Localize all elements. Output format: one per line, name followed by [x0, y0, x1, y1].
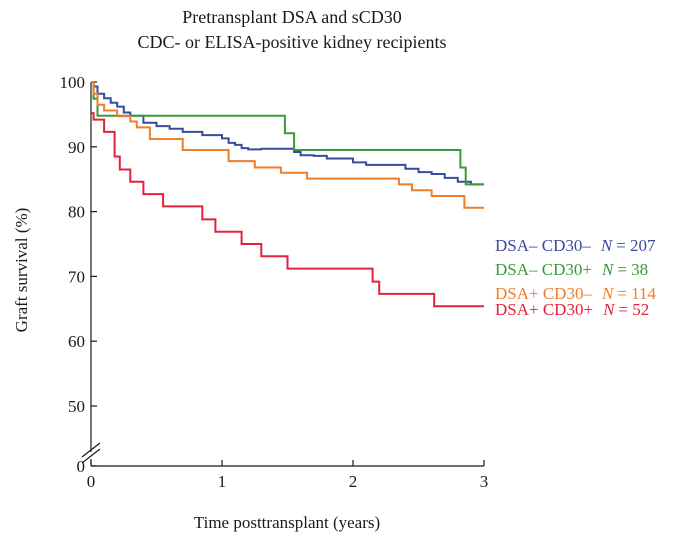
legend-n-value: = 52 [618, 300, 649, 319]
y-tick-label: 70 [68, 267, 85, 286]
chart-title: Pretransplant DSA and sCD30 [182, 7, 402, 27]
x-tick-label: 3 [480, 472, 489, 491]
y-tick-label: 0 [77, 457, 86, 476]
legend-n-value: = 114 [617, 284, 656, 303]
y-tick-label: 60 [68, 332, 85, 351]
x-tick-label: 1 [218, 472, 227, 491]
legend-n-label: N [601, 260, 615, 279]
axis-break-mark-1 [81, 442, 101, 458]
axis-break-mark-2 [81, 448, 101, 464]
y-tick-label: 100 [60, 73, 86, 92]
series-layer [91, 81, 484, 308]
y-tick-label: 80 [68, 203, 85, 222]
legend-n-label: N [602, 300, 616, 319]
x-tick-label: 2 [349, 472, 358, 491]
legend-label-2: DSA– CD30+ N = 38 [495, 260, 648, 279]
legend-series-name: DSA+ CD30– [495, 284, 592, 303]
series-line-2 [91, 81, 484, 186]
y-tick-label: 50 [68, 397, 85, 416]
series-line-1 [91, 81, 484, 186]
legend-series-name: DSA– CD30+ [495, 260, 592, 279]
chart-subtitle: CDC- or ELISA-positive kidney recipients [138, 32, 447, 52]
legend-series-name: DSA– CD30– [495, 236, 591, 255]
y-tick-label: 90 [68, 138, 85, 157]
legend-series-name: DSA+ CD30+ [495, 300, 593, 319]
series-line-3 [91, 81, 484, 209]
x-tick-label: 0 [87, 472, 96, 491]
x-axis-label: Time posttransplant (years) [194, 513, 380, 532]
legend-n-label: N [600, 236, 614, 255]
legend-label-4: DSA+ CD30+ N = 52 [495, 300, 649, 319]
y-axis-label: Graft survival (%) [12, 208, 31, 333]
legend-n-label: N [601, 284, 615, 303]
legend-n-value: = 207 [616, 236, 656, 255]
legend-label-3: DSA+ CD30– N = 114 [495, 284, 657, 303]
series-line-4 [91, 112, 484, 308]
legend-n-value: = 38 [617, 260, 648, 279]
legend-label-1: DSA– CD30– N = 207 [495, 236, 656, 255]
axes: 0 50 60 70 80 90 100 0 1 2 3 [60, 73, 489, 491]
